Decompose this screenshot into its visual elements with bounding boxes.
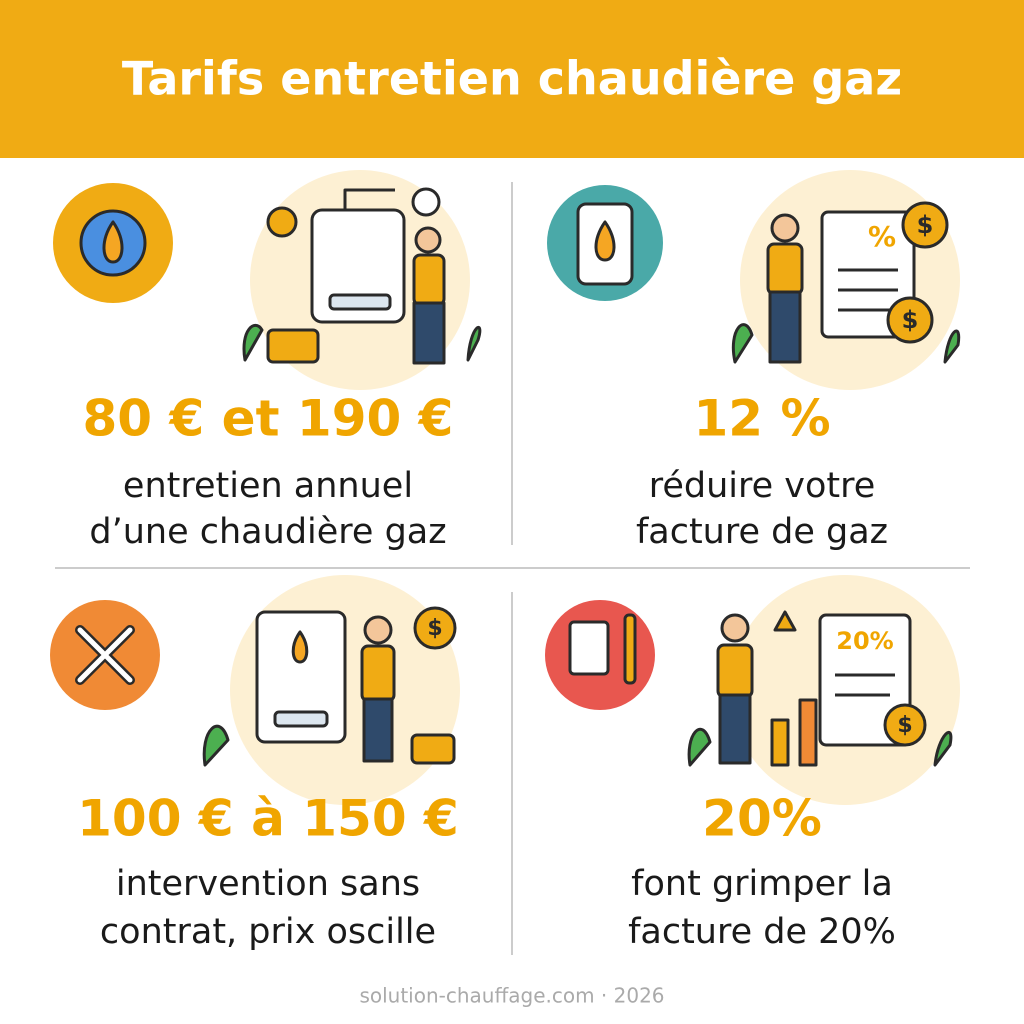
description: font grimper la — [631, 864, 893, 904]
header-bar — [0, 0, 1024, 158]
description: d’une chaudière gaz — [89, 512, 446, 552]
illustration-label: $ — [902, 306, 919, 334]
footer: solution-chauffage.com · 2026 — [359, 984, 664, 1008]
description: entretien annuel — [123, 466, 413, 506]
illustration-label: $ — [427, 616, 442, 641]
description: facture de gaz — [636, 512, 888, 552]
description: contrat, prix oscille — [100, 912, 436, 952]
stat: 20% — [702, 790, 822, 848]
stat: 100 € à 150 € — [77, 790, 459, 848]
illustration: % $ $ — [731, 170, 961, 390]
illustration-label: $ — [917, 211, 934, 239]
description: facture de 20% — [628, 912, 896, 952]
card: 80 € et 190 € entretien annuel d’une cha… — [53, 170, 482, 552]
illustration — [242, 170, 482, 390]
card: % $ $ 12 % réduire votre facture de gaz — [547, 170, 961, 552]
illustration: $ — [202, 575, 460, 805]
description: réduire votre — [649, 466, 876, 506]
title: Tarifs entretien chaudière gaz — [122, 52, 902, 106]
illustration-label: % — [868, 220, 896, 253]
card: $ 100 € à 150 € intervention sans contra… — [50, 575, 460, 952]
stat: 12 % — [693, 390, 830, 448]
stat: 80 € et 190 € — [83, 390, 454, 448]
description: intervention sans — [116, 864, 420, 904]
illustration-label: $ — [897, 713, 912, 738]
illustration-label: 20% — [836, 627, 893, 655]
illustration: 20% $ — [687, 575, 960, 805]
card: 20% $ 20% font grimper la facture de 20% — [545, 575, 960, 952]
